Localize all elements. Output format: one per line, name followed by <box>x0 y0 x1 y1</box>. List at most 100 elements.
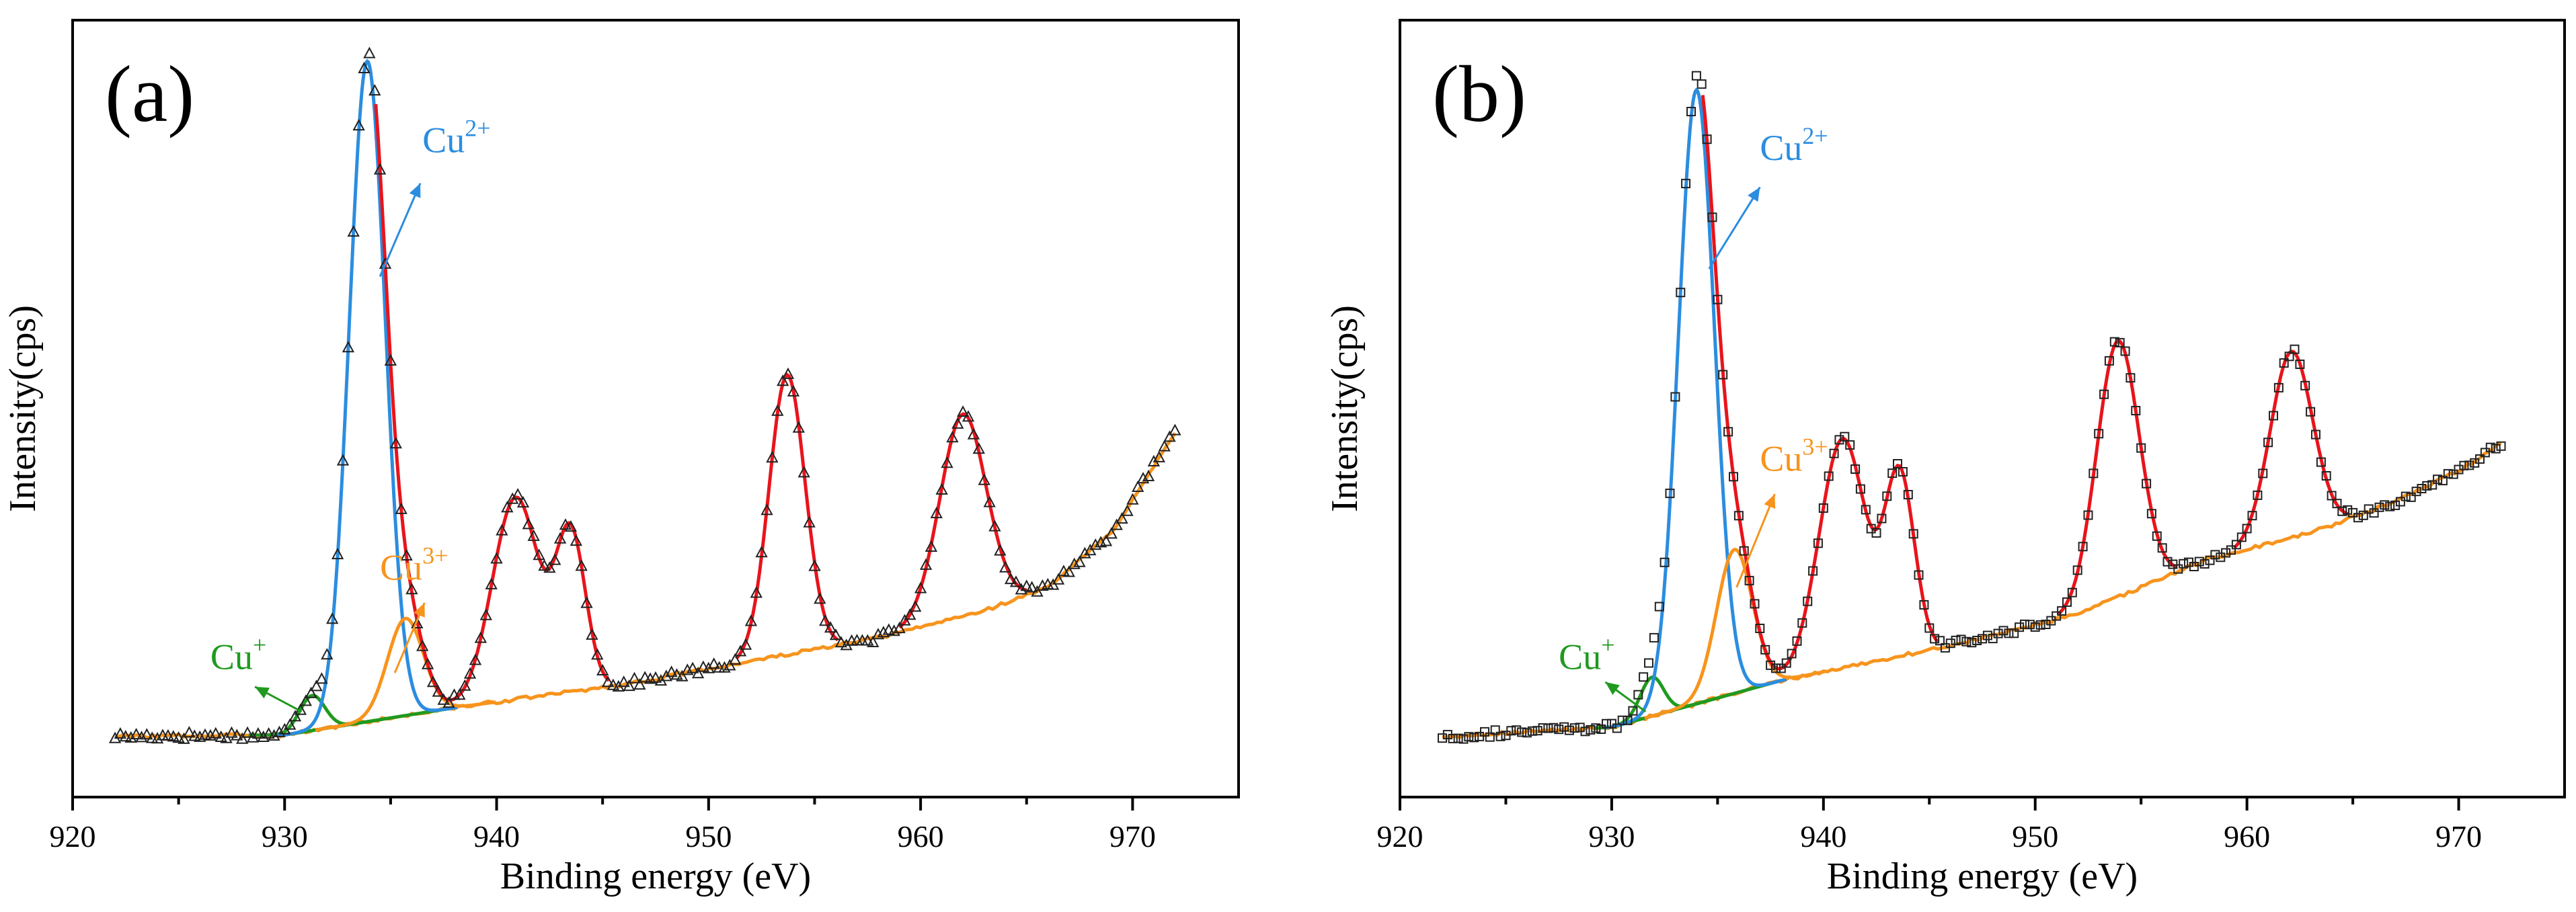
annotation-label: Cu3+ <box>380 542 448 587</box>
data-point <box>1919 600 1929 610</box>
data-point <box>2300 380 2310 390</box>
data-point <box>379 257 392 269</box>
data-point <box>994 544 1007 556</box>
data-point <box>479 608 492 620</box>
data-point <box>2395 497 2405 507</box>
data-point <box>363 46 376 58</box>
data-point <box>1707 212 1717 222</box>
x-axis-label: Binding energy (eV) <box>500 856 811 897</box>
data-point <box>1527 726 1537 736</box>
data-point <box>2358 510 2368 520</box>
data-point <box>310 679 323 692</box>
data-point <box>331 547 344 560</box>
data-point <box>564 520 578 532</box>
data-point <box>617 675 630 688</box>
data-point <box>1681 179 1691 189</box>
data-point <box>935 483 948 495</box>
data-point <box>2242 524 2252 534</box>
data-point <box>941 456 953 468</box>
data-point <box>1649 632 1659 642</box>
data-point <box>2109 337 2119 347</box>
data-point <box>135 731 148 743</box>
panel-label: (a) <box>105 49 194 138</box>
annotation-superscript: + <box>1601 631 1614 658</box>
annotation-base: Cu <box>1760 438 1802 479</box>
data-point <box>2443 468 2453 479</box>
data-point <box>543 561 556 573</box>
data-point <box>426 675 440 688</box>
data-point <box>463 667 477 679</box>
data-point <box>1670 392 1680 402</box>
data-point <box>1723 427 1733 437</box>
data-point <box>750 586 763 598</box>
data-point <box>2094 429 2104 439</box>
data-point <box>225 726 238 738</box>
data-point <box>1696 79 1707 89</box>
data-point <box>898 614 911 626</box>
data-point <box>1099 534 1113 546</box>
data-point <box>119 730 132 742</box>
annotation-cu-plus: Cu+ <box>210 631 303 713</box>
data-point <box>1691 71 1701 81</box>
data-point <box>2437 476 2448 486</box>
data-point <box>368 83 381 96</box>
data-point <box>904 608 916 620</box>
data-point <box>315 672 328 684</box>
data-point <box>919 558 933 570</box>
data-point <box>1729 472 1738 482</box>
data-point <box>2417 484 2427 493</box>
data-point <box>2295 360 2305 369</box>
data-point <box>2125 373 2136 383</box>
data-point <box>2321 471 2331 481</box>
data-point <box>2009 628 2019 638</box>
data-point <box>2475 454 2485 464</box>
data-point <box>814 592 826 604</box>
data-point <box>691 667 705 679</box>
data-point <box>1824 471 1834 481</box>
data-point <box>2173 564 2183 574</box>
annotation-label: Cu2+ <box>422 115 490 161</box>
data-point <box>373 163 387 175</box>
data-point <box>1956 634 1966 645</box>
data-point <box>586 628 598 640</box>
data-point <box>1084 544 1097 556</box>
annotation-arrow-head <box>414 603 425 618</box>
data-point <box>1797 618 1807 628</box>
data-point <box>2052 611 2062 621</box>
data-point <box>1665 489 1675 499</box>
data-point <box>1015 583 1027 595</box>
annotation-superscript: 3+ <box>422 542 448 569</box>
data-point <box>1136 472 1150 484</box>
data-point <box>194 730 206 742</box>
data-point <box>262 727 275 739</box>
data-point <box>1612 723 1622 733</box>
data-point <box>1871 528 1881 538</box>
plot-frame <box>71 19 1240 798</box>
data-point <box>967 427 980 440</box>
x-tick-label: 920 <box>1377 819 1423 854</box>
data-point <box>2401 491 2411 501</box>
annotation-superscript: + <box>253 631 266 658</box>
data-point <box>787 384 800 397</box>
data-point <box>792 421 805 433</box>
data-point <box>1654 602 1664 612</box>
data-point <box>151 732 164 744</box>
data-point <box>2221 548 2231 558</box>
x-tick-label: 920 <box>50 819 96 854</box>
data-point <box>834 636 848 648</box>
data-point <box>2485 442 2495 452</box>
data-point <box>2343 505 2353 515</box>
data-point <box>1850 464 1861 474</box>
annotation-cu-2plus: Cu2+ <box>379 115 491 278</box>
data-point <box>2004 628 2014 638</box>
data-point <box>893 621 906 634</box>
data-point <box>2236 532 2247 542</box>
data-point <box>670 668 683 680</box>
data-point <box>1142 469 1155 481</box>
data-point <box>882 623 895 635</box>
data-point <box>1617 715 1627 725</box>
data-point <box>2290 344 2300 354</box>
data-point <box>1935 636 1945 646</box>
data-point <box>352 118 365 131</box>
data-point <box>1766 660 1776 670</box>
